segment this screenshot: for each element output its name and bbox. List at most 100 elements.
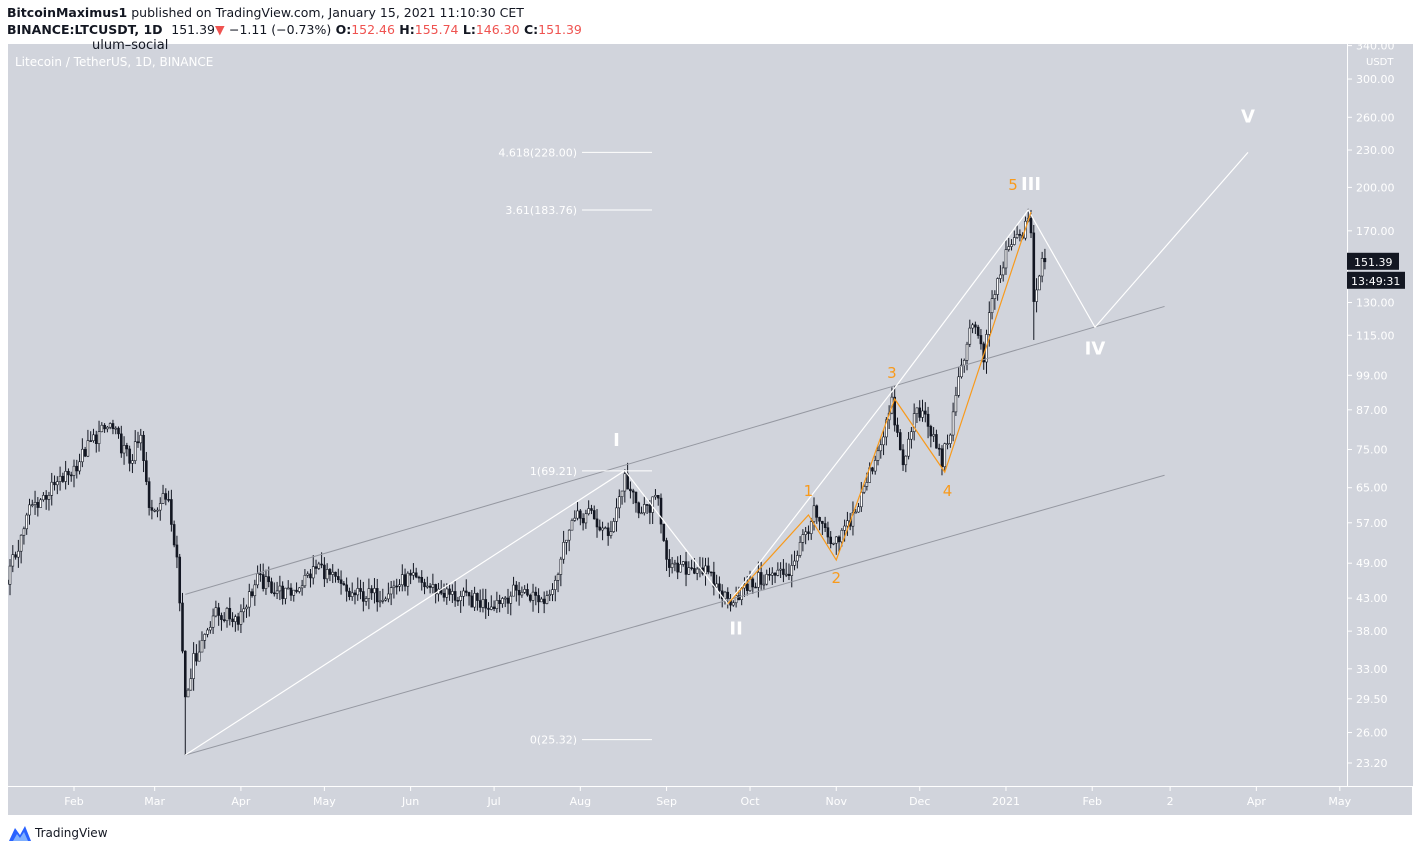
candle-body — [94, 434, 98, 444]
candle-body — [801, 534, 805, 543]
tradingview-logo[interactable]: TradingView — [8, 824, 108, 842]
candle — [876, 445, 880, 466]
candle-body — [234, 616, 237, 622]
candle-body — [395, 585, 399, 588]
candle — [837, 535, 841, 553]
candle — [36, 497, 40, 517]
candle — [453, 581, 457, 607]
candle-body — [590, 508, 593, 511]
candle — [195, 644, 198, 666]
candle-body — [83, 448, 87, 457]
price-tick-label: 230.00 — [1356, 144, 1395, 157]
candle-body — [400, 574, 404, 586]
candle-body — [125, 445, 129, 450]
candle-body — [203, 634, 207, 641]
candle — [954, 386, 958, 416]
candle — [284, 587, 287, 605]
candle — [821, 520, 824, 536]
price-axis[interactable] — [1347, 44, 1413, 786]
candle-body — [815, 505, 819, 518]
candle — [323, 557, 326, 587]
candle-body — [826, 527, 830, 538]
candle — [854, 508, 858, 514]
candle — [912, 403, 916, 441]
candle — [423, 578, 426, 595]
candle-body — [47, 495, 51, 500]
candle-body — [17, 550, 20, 558]
candle-body — [706, 565, 710, 573]
candle-body — [86, 440, 90, 457]
candle — [209, 621, 212, 634]
candle — [119, 425, 123, 458]
candle-body — [779, 568, 782, 571]
candle — [264, 569, 268, 595]
candle-body — [489, 606, 493, 610]
candle-body — [270, 581, 273, 594]
candle-body — [629, 488, 632, 492]
candle-body — [30, 504, 34, 506]
candle-body — [434, 584, 437, 595]
candle-body — [506, 597, 510, 604]
price-tick-label: 49.00 — [1356, 557, 1388, 570]
chart-subtitle: Litecoin / TetherUS, 1D, BINANCE — [15, 55, 214, 69]
publisher-name[interactable]: BitcoinMaximus1 — [7, 5, 128, 20]
candle-body — [236, 616, 240, 625]
candle — [679, 555, 682, 573]
drawings-layer: IIIIIIIVV123454.618(228.00)3.61(183.76)1… — [184, 106, 1255, 756]
candle — [86, 429, 90, 458]
candle — [548, 589, 552, 602]
candle — [915, 407, 919, 424]
candle-body — [765, 574, 769, 585]
candle — [974, 321, 977, 334]
candle-body — [542, 598, 546, 604]
candle — [487, 602, 490, 617]
candle — [103, 423, 106, 433]
candle — [993, 290, 997, 310]
candle — [125, 442, 129, 457]
candle — [270, 577, 273, 594]
current-price-label: 151.39 — [1354, 256, 1393, 269]
price-tick-label: 43.00 — [1356, 592, 1388, 605]
candle-body — [217, 607, 220, 616]
candle-body — [503, 597, 507, 600]
candle-body — [428, 585, 432, 588]
candle — [64, 460, 67, 490]
candle — [723, 590, 727, 605]
candle-body — [320, 563, 323, 566]
candle-body — [453, 591, 457, 601]
candles-layer — [8, 208, 1047, 756]
candle — [303, 569, 307, 589]
candle-body — [311, 566, 315, 579]
candle — [832, 542, 835, 546]
candle-body — [773, 572, 777, 576]
candle-body — [167, 499, 170, 501]
last-price: 151.39 — [171, 22, 215, 37]
candle — [798, 536, 802, 558]
candle — [576, 501, 579, 521]
candle-body — [898, 432, 902, 451]
candle-body — [620, 490, 624, 498]
candle — [1001, 261, 1005, 282]
candle-body — [106, 426, 109, 430]
candle-body — [353, 592, 357, 596]
candle-body — [648, 504, 652, 513]
candle-body — [231, 618, 234, 622]
candle — [712, 561, 716, 596]
candle-body — [659, 497, 663, 525]
candle — [776, 562, 780, 577]
candle-body — [331, 571, 335, 575]
candle — [231, 612, 234, 628]
candle — [743, 577, 746, 597]
candle-body — [684, 561, 688, 575]
chart-pane[interactable] — [8, 44, 1347, 786]
candle — [609, 520, 613, 539]
candle-body — [837, 536, 841, 543]
candle-body — [200, 640, 204, 653]
candle-body — [412, 572, 415, 576]
candle-body — [876, 450, 880, 461]
candle-body — [840, 529, 844, 543]
candle — [261, 563, 265, 592]
candle-body — [459, 596, 462, 601]
time-axis[interactable] — [8, 786, 1412, 815]
